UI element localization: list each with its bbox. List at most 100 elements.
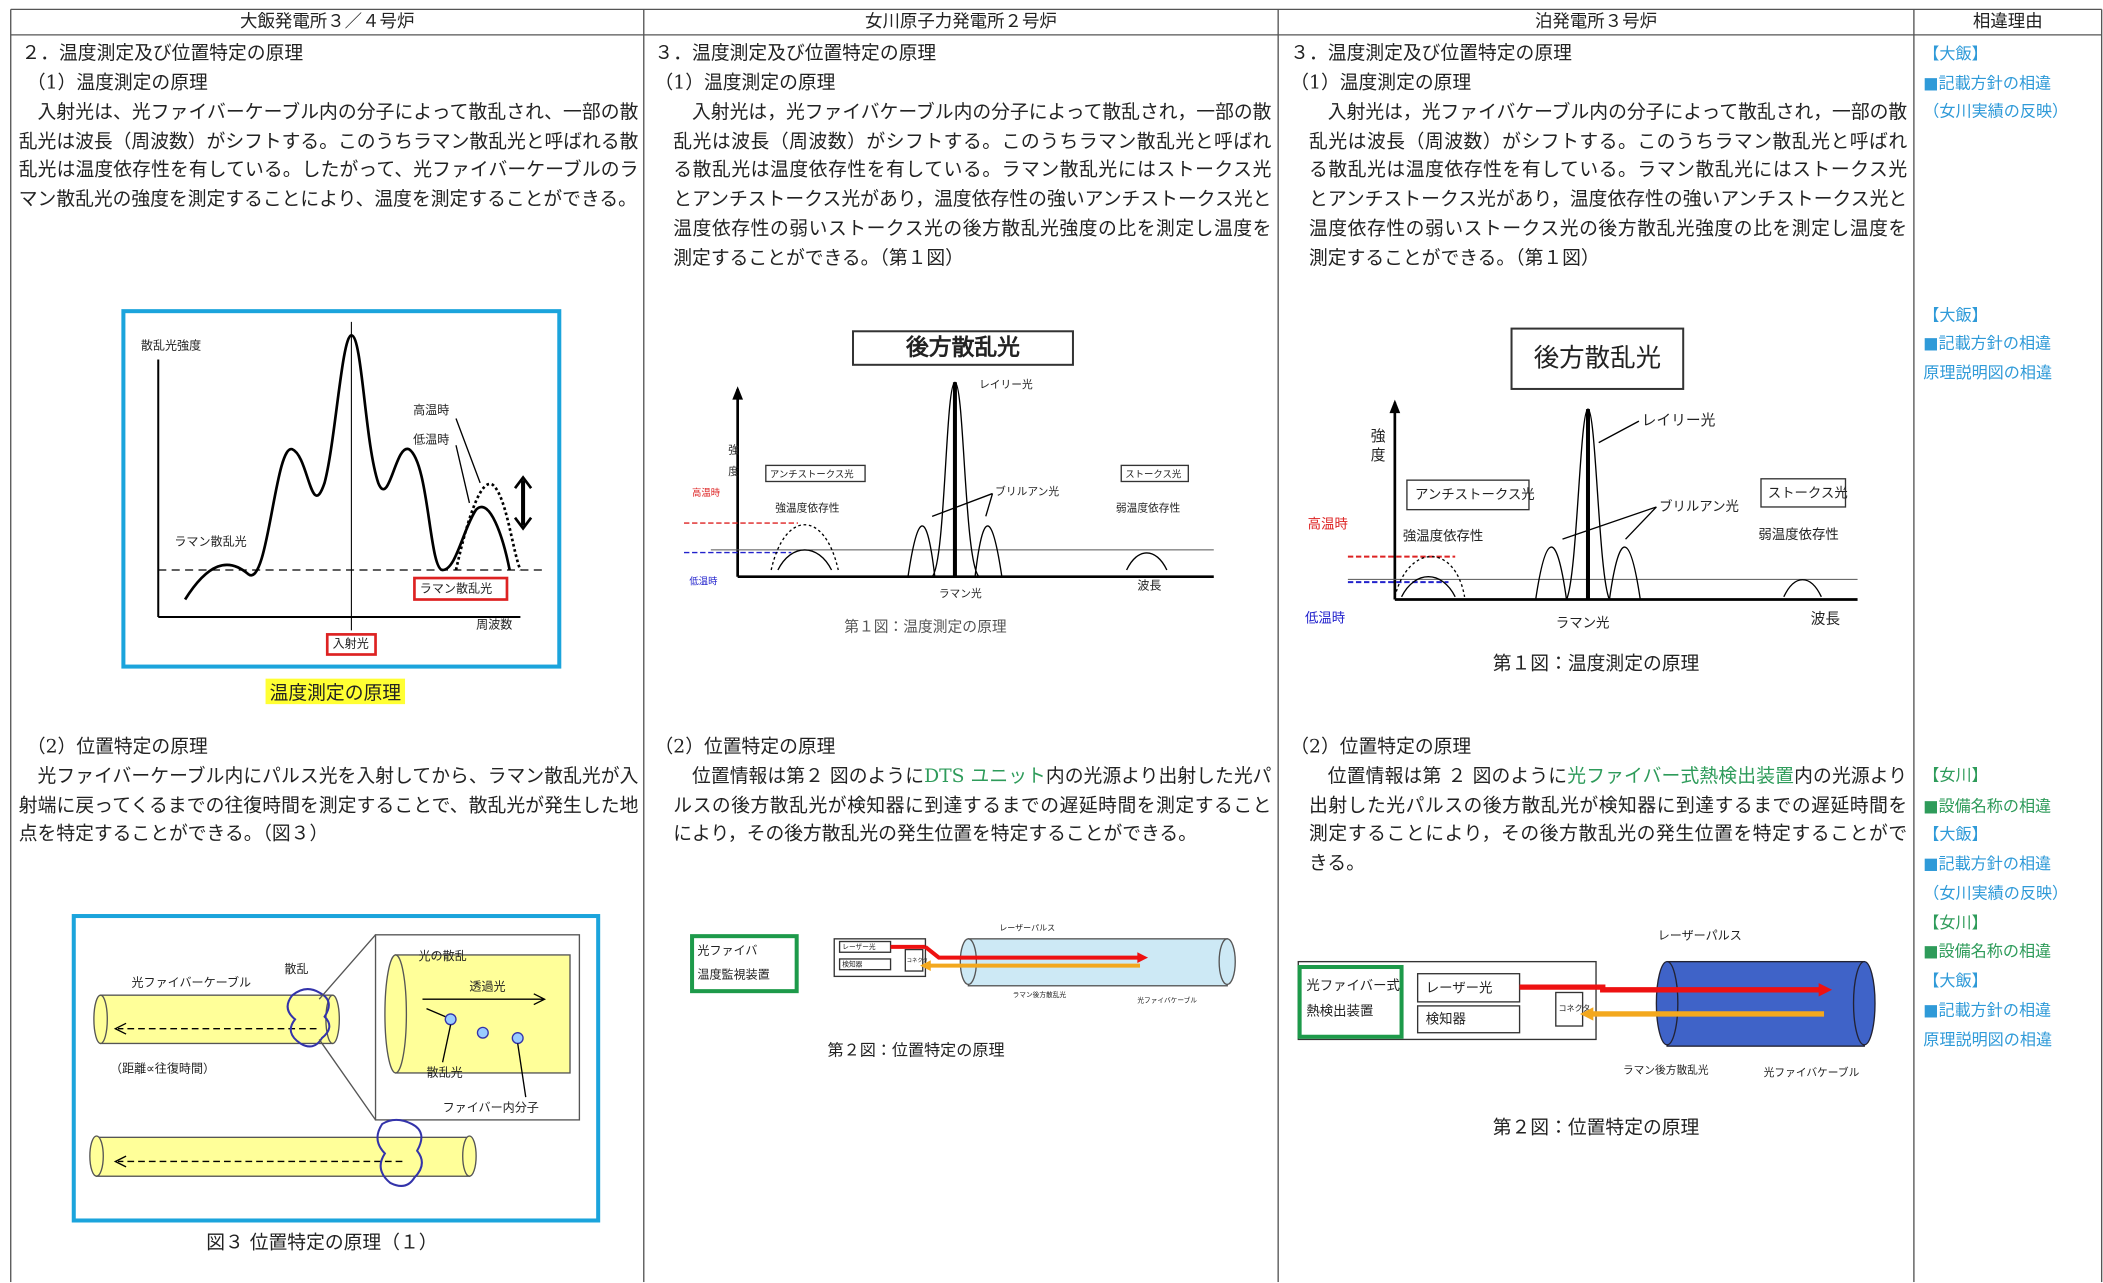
figure-shape bbox=[1137, 952, 1149, 963]
figure-shape bbox=[1120, 464, 1189, 483]
reason-line: 【女川】 bbox=[1923, 913, 1988, 933]
figure-shape bbox=[1126, 552, 1168, 571]
caption: 第２図：位置特定の原理 bbox=[827, 1040, 1005, 1060]
figure-label: レーザーパルス bbox=[1658, 929, 1742, 943]
figure-label: コネクタ bbox=[1558, 1004, 1590, 1013]
figure-shape bbox=[533, 993, 547, 1006]
reason-line: 原理説明図の相違 bbox=[1923, 363, 2053, 383]
figure-label: ラマン散乱光 bbox=[420, 580, 492, 595]
figure-label: 強温度依存性 bbox=[775, 501, 840, 514]
highlighted-text: DTS ユニット bbox=[924, 765, 1046, 788]
figure-label: ラマン散乱光 bbox=[174, 533, 246, 548]
reason-line: 【大飯】 bbox=[1923, 44, 1988, 64]
figure-shape bbox=[1389, 399, 1401, 414]
figure-shape bbox=[1218, 938, 1236, 986]
figure-label: 高温時 bbox=[413, 403, 449, 417]
figure-label: 光ファイバー式 bbox=[1306, 978, 1400, 994]
figure-label: 光ファイバケーブル bbox=[1137, 996, 1197, 1005]
figure-shape bbox=[121, 309, 562, 669]
figure-label: 入射光 bbox=[333, 635, 369, 650]
text: 内の光源より出射した光パルスの後方散乱光が検知器に到達するまでの遅延時間を測定す… bbox=[673, 765, 1272, 846]
figure-label: 散乱光強度 bbox=[141, 338, 201, 353]
figure-label: 検知器 bbox=[842, 959, 862, 968]
figure-shape bbox=[1406, 479, 1530, 511]
figure-shape bbox=[113, 1155, 127, 1168]
figure-label: ストークス光 bbox=[1768, 486, 1848, 502]
figure-label: ストークス光 bbox=[1125, 468, 1181, 480]
figure-shape bbox=[454, 482, 522, 571]
figure-shape bbox=[455, 418, 481, 484]
figure-label: レイリー光 bbox=[1642, 412, 1716, 429]
figure-label: ラマン光 bbox=[939, 587, 982, 600]
paragraph: 位置情報は第２ 図のようにDTS ユニット内の光源より出射した光パルスの後方散乱… bbox=[673, 763, 1271, 850]
reason-line: （女川実績の反映） bbox=[1923, 101, 2069, 121]
figure-label: ラマン後方散乱光 bbox=[1623, 1063, 1709, 1076]
figure-shape bbox=[1555, 991, 1584, 1027]
heading: ２．温度測定及び位置特定の原理 bbox=[21, 42, 304, 65]
reason-line: 【大飯】 bbox=[1923, 305, 1988, 325]
figure-label: 低温時 bbox=[413, 432, 449, 446]
figure-label: 検知器 bbox=[1426, 1010, 1467, 1027]
subheading: （2）位置特定の原理 bbox=[654, 736, 836, 758]
figure-shape bbox=[183, 333, 511, 601]
reason-line: ■設備名称の相違 bbox=[1923, 941, 2052, 961]
figure-shape bbox=[1579, 1007, 1594, 1021]
figure-shape bbox=[765, 464, 866, 483]
figure-shape bbox=[1625, 506, 1657, 540]
figure-label: アンチストークス光 bbox=[770, 468, 854, 480]
text: 内の光源より出射した光パルスの後方散乱光が検知器に到達するまでの遅延時間を測定す… bbox=[1309, 765, 1908, 875]
figure-shape bbox=[71, 914, 601, 1223]
ohi-temperature-figure: 散乱光強度 高温時 低温時 ラマン散乱光 ラマン散乱光 入射光 周波数 bbox=[121, 309, 562, 705]
figure-label: レイリー光 bbox=[979, 378, 1033, 391]
figure-label: 散乱 bbox=[284, 961, 308, 976]
figure-label: コネクタ bbox=[907, 956, 928, 964]
figure-label: 光ファイバーケーブル bbox=[131, 975, 251, 990]
caption: 温度測定の原理 bbox=[269, 682, 402, 705]
figure-shape bbox=[89, 1135, 104, 1177]
figure-label: 光の散乱 bbox=[418, 948, 466, 963]
heading: ３．温度測定及び位置特定の原理 bbox=[1290, 42, 1572, 65]
figure-shape bbox=[413, 576, 509, 601]
heading: ３．温度測定及び位置特定の原理 bbox=[654, 42, 937, 65]
figure-label: 後方散乱光 bbox=[1534, 343, 1661, 373]
reason-line: 【大飯】 bbox=[1923, 971, 1988, 990]
figure-shape bbox=[1510, 327, 1685, 390]
figure-label: 高温時 bbox=[1308, 515, 1348, 532]
subheading: （1）温度測定の原理 bbox=[26, 72, 208, 94]
subheading: （1）温度測定の原理 bbox=[654, 72, 836, 94]
figure-label: 散乱光 bbox=[427, 1064, 463, 1079]
figure-label: 高温時 bbox=[692, 487, 721, 499]
figure-shape bbox=[426, 1007, 446, 1018]
figure-shape bbox=[93, 994, 108, 1045]
tomari-temperature-figure: 後方散乱光 レイリー光 強 度 アンチストークス光 ストークス光 ブリルアン光 … bbox=[1305, 327, 1858, 632]
figure-label: ファイバー内分子 bbox=[443, 1100, 539, 1114]
figure-shape bbox=[394, 954, 571, 1074]
figure-label: 透過光 bbox=[469, 980, 505, 994]
figure-label: 弱温度依存性 bbox=[1116, 501, 1181, 514]
header-cell: 泊発電所３号炉 bbox=[1534, 12, 1658, 33]
onagawa-position-figure: 光ファイバ 温度監視装置 レーザー光 検知器 コネクタ レーザーパルス ラマン後… bbox=[690, 924, 1236, 1005]
figure-shape bbox=[1519, 984, 1822, 993]
figure-shape bbox=[967, 938, 1228, 987]
figure-label: 周波数 bbox=[476, 616, 512, 631]
figure-label: 弱温度依存性 bbox=[1758, 527, 1838, 543]
figure-label: 温度監視装置 bbox=[697, 967, 769, 982]
figure-shape bbox=[1394, 556, 1466, 597]
figure-shape bbox=[1598, 420, 1640, 444]
figure-shape bbox=[441, 1024, 452, 1063]
figure-label: レーザーパルス bbox=[999, 924, 1055, 933]
figure-shape bbox=[455, 445, 471, 504]
figure-shape bbox=[444, 1013, 457, 1026]
figure-label: アンチストークス光 bbox=[1415, 487, 1535, 503]
subheading: （1）温度測定の原理 bbox=[1290, 72, 1472, 94]
reason-line: 【女川】 bbox=[1923, 765, 1988, 785]
figure-shape bbox=[931, 492, 993, 517]
figure-shape bbox=[1535, 546, 1641, 600]
figure-shape bbox=[1852, 960, 1876, 1046]
figure-shape bbox=[1297, 964, 1404, 1039]
figure-shape bbox=[376, 1118, 423, 1187]
figure-shape bbox=[513, 475, 533, 531]
